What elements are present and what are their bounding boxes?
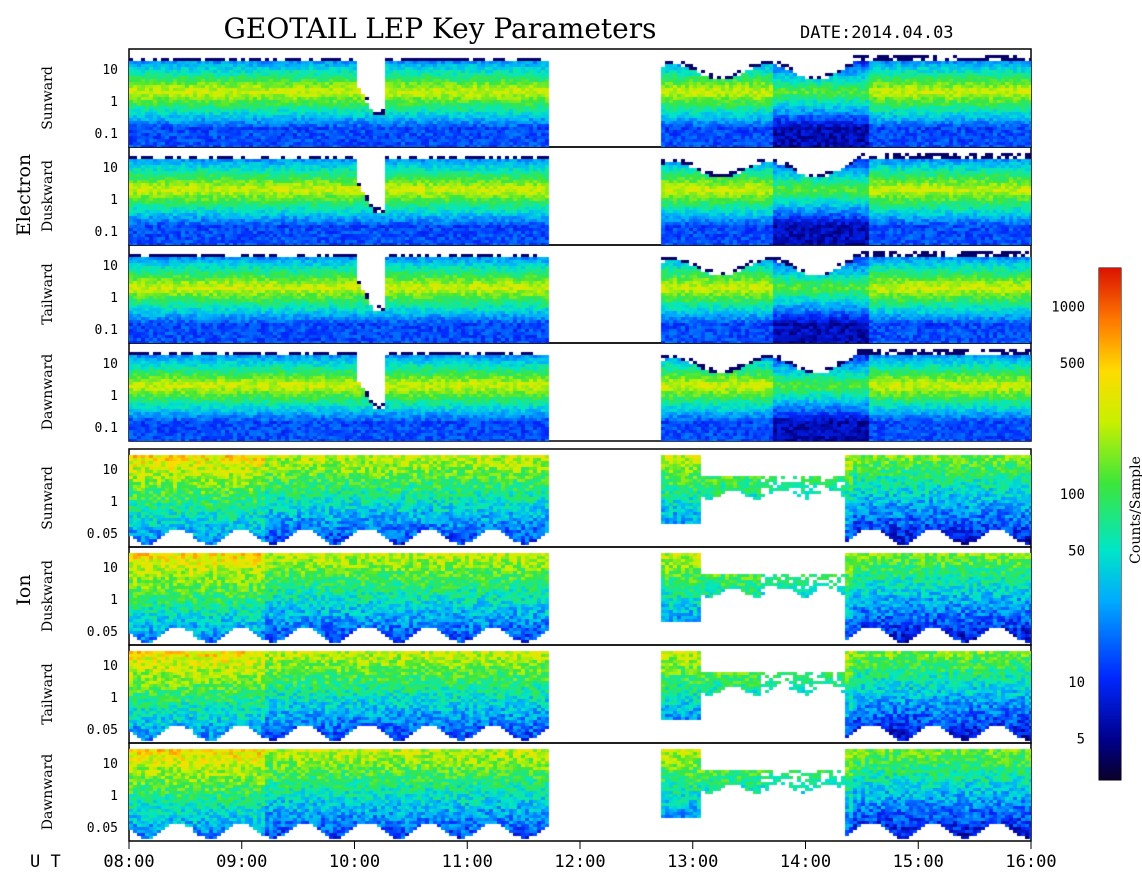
y-tick-label: 10 — [102, 161, 118, 176]
y-tick-label: 1 — [110, 593, 118, 608]
y-tick-label: 1 — [110, 495, 118, 510]
group-label-electron: Electron — [13, 154, 35, 236]
colorbar-tick-label: 50 — [1068, 544, 1085, 560]
x-tick-label: 13:00 — [667, 852, 718, 872]
y-tick-label: 0.05 — [87, 821, 118, 836]
heatmap-electron-dawnward — [129, 343, 1031, 441]
y-tick-label: 1 — [110, 691, 118, 706]
heatmap-electron-duskward — [129, 147, 1031, 245]
group-label-ion: Ion — [13, 574, 35, 605]
y-tick-label: 10 — [102, 357, 118, 372]
y-tick-label: 10 — [102, 63, 118, 78]
panel-label-tailward: Tailward — [40, 663, 56, 725]
x-axis: U T 08:00 09:00 10:00 11:00 12:00 13:00 14:00 15… — [30, 841, 1057, 872]
x-tick-label: 09:00 — [216, 852, 267, 872]
y-tick-label: 0.1 — [95, 323, 118, 338]
y-tick-label: 10 — [102, 259, 118, 274]
date-label-text: DATE: — [800, 23, 851, 43]
x-tick-label: 08:00 — [103, 852, 154, 872]
y-tick-label: 10 — [102, 659, 118, 674]
y-tick-label: 1 — [110, 291, 118, 306]
heatmap-electron-sunward — [129, 49, 1031, 147]
colorbar: 1000 500 100 50 10 5 Counts/Sample — [1051, 267, 1142, 781]
x-tick-label: 15:00 — [893, 852, 944, 872]
panel-label-dawnward: Dawnward — [40, 754, 56, 831]
colorbar-tick-label: 100 — [1060, 487, 1085, 503]
colorbar-tick-label: 5 — [1077, 731, 1085, 747]
panel-label-duskward: Duskward — [40, 560, 56, 632]
colorbar-tick-label: 500 — [1060, 356, 1085, 372]
heatmap-ion-sunward — [129, 449, 1031, 547]
panel-label-dawnward: Dawnward — [40, 354, 56, 431]
x-tick-label: 10:00 — [329, 852, 380, 872]
panel-label-sunward: Sunward — [40, 66, 56, 130]
y-tick-label: 1 — [110, 789, 118, 804]
y-tick-label: 1 — [110, 193, 118, 208]
y-tick-label: 0.1 — [95, 225, 118, 240]
heatmap-ion-duskward — [129, 547, 1031, 645]
chart-title: GEOTAIL LEP Key Parameters — [224, 12, 657, 45]
colorbar-gradient — [1099, 268, 1121, 780]
heatmap-electron-tailward — [129, 245, 1031, 343]
heatmap-ion-tailward — [129, 645, 1031, 743]
x-tick-label: 11:00 — [442, 852, 493, 872]
y-tick-label: 0.05 — [87, 723, 118, 738]
panel-label-tailward: Tailward — [40, 263, 56, 325]
y-tick-label: 10 — [102, 463, 118, 478]
panel-layer: Sunward 10 1 0.1 Duskward 10 1 0.1 Tailward 10 1 0.… — [40, 48, 1032, 842]
colorbar-label: Counts/Sample — [1128, 456, 1142, 564]
colorbar-tick-label: 1000 — [1051, 299, 1085, 315]
y-tick-label: 10 — [102, 757, 118, 772]
y-tick-label: 0.1 — [95, 421, 118, 436]
y-tick-label: 0.05 — [87, 527, 118, 542]
colorbar-tick-label: 10 — [1068, 675, 1085, 691]
y-tick-label: 1 — [110, 389, 118, 404]
x-tick-label: 14:00 — [780, 852, 831, 872]
heatmap-ion-dawnward — [129, 743, 1031, 841]
panel-label-sunward: Sunward — [40, 466, 56, 530]
x-tick-label: 16:00 — [1005, 852, 1056, 872]
x-axis-label: U T — [30, 852, 61, 872]
x-tick-label: 12:00 — [554, 852, 605, 872]
y-tick-label: 10 — [102, 561, 118, 576]
y-tick-label: 1 — [110, 95, 118, 110]
date-label: DATE:2014.04.03 — [800, 23, 954, 43]
panel-label-duskward: Duskward — [40, 160, 56, 232]
y-tick-label: 0.05 — [87, 625, 118, 640]
y-tick-label: 0.1 — [95, 127, 118, 142]
date-value: 2014.04.03 — [851, 23, 953, 43]
